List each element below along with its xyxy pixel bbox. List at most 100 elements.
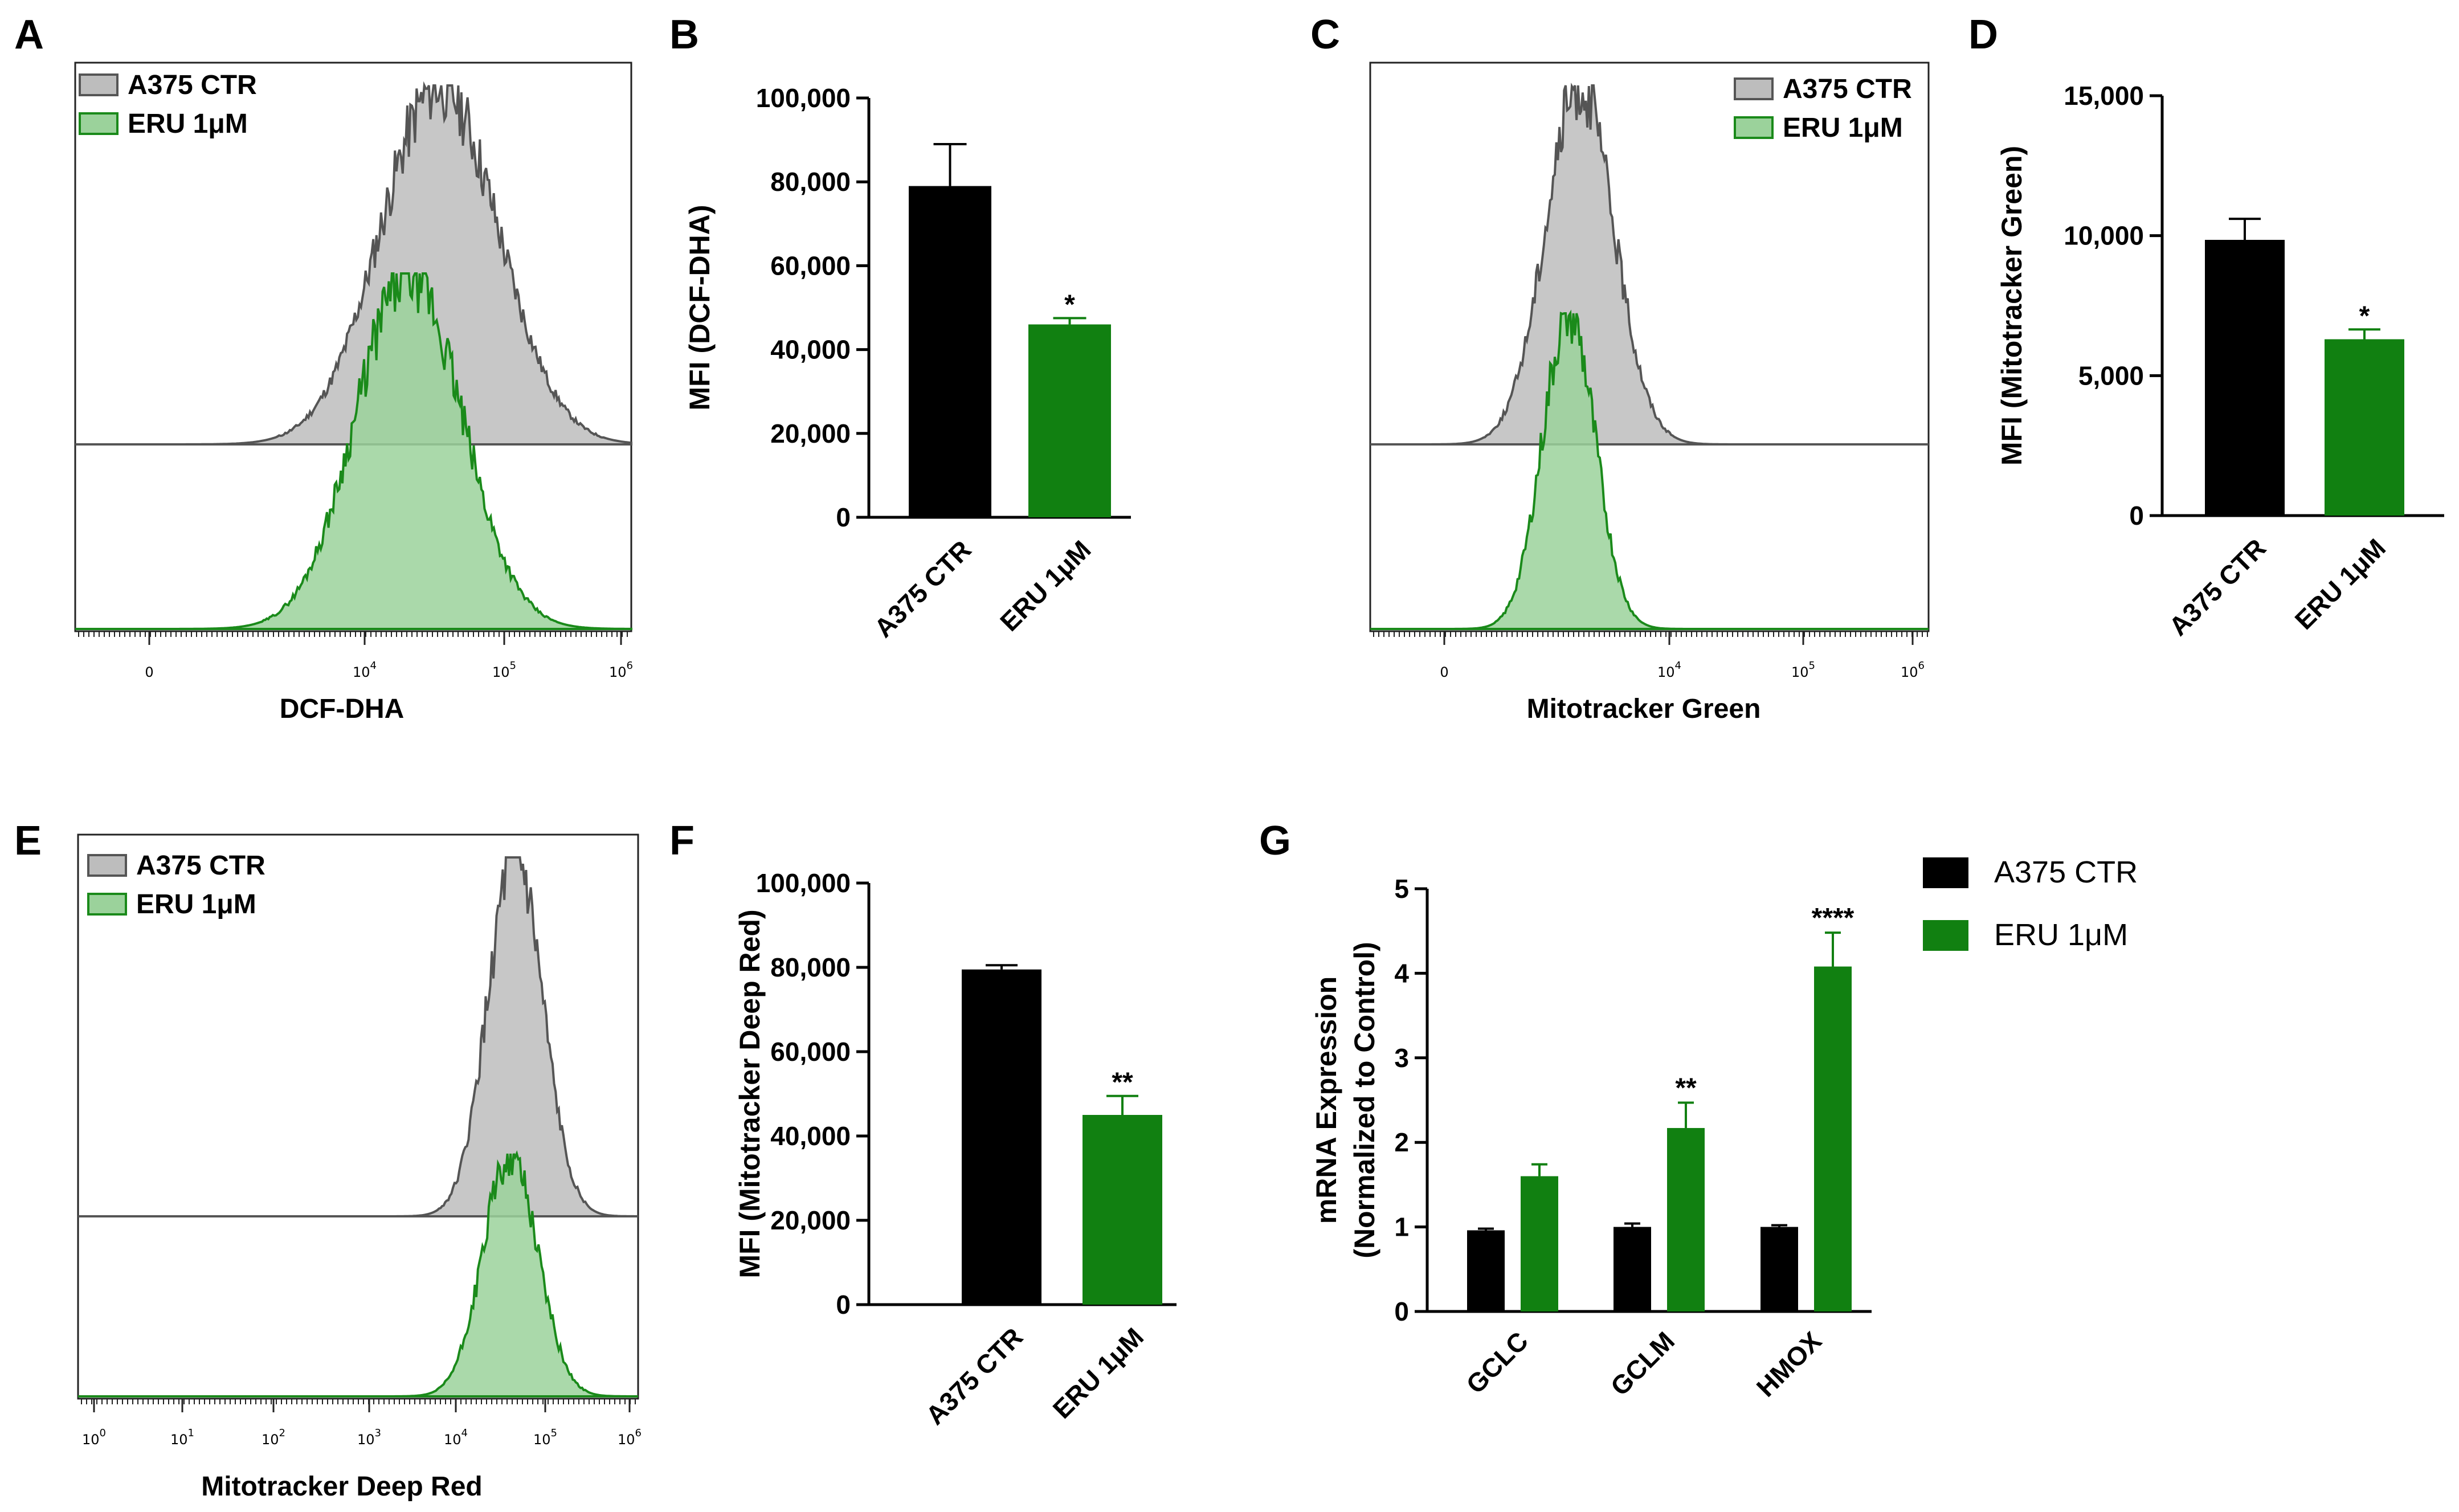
x-category-label: A375 CTR	[2163, 533, 2272, 641]
tick-exponent: 4	[461, 1427, 468, 1439]
significance-marker: **	[1675, 1073, 1697, 1103]
legend-label: ERU 1μM	[128, 109, 248, 139]
tick-exponent: 6	[627, 660, 633, 672]
y-tick-label: 100,000	[756, 83, 851, 113]
tick-exponent: 4	[1675, 660, 1681, 672]
legend-label: A375 CTR	[128, 70, 257, 100]
legend-label: A375 CTR	[1994, 855, 2138, 889]
legend: A375 CTR ERU 1μM	[79, 70, 257, 139]
legend-label: ERU 1μM	[136, 889, 256, 920]
tick-exponent: 5	[1809, 660, 1815, 672]
x-category-label: HMOX	[1751, 1326, 1828, 1403]
x-axis: 0 104 105 106	[1373, 631, 1928, 680]
x-tick-label: 0	[145, 664, 153, 680]
bar-chart-f: 0 20,000 40,000 60,000 80,000 100,000 A375 CTR…	[734, 868, 1177, 1431]
panel-label-a: A	[14, 12, 44, 58]
tick-base: 10	[609, 664, 627, 680]
legend-swatch	[1923, 920, 1968, 951]
x-category-label: ERU 1μM	[2289, 533, 2391, 635]
bar-a375-ctr	[2205, 240, 2285, 516]
y-tick-label: 10,000	[2064, 221, 2144, 251]
legend-label: ERU 1μM	[1783, 113, 1903, 143]
y-tick-label: 0	[2129, 501, 2144, 530]
x-tick-label: 102	[262, 1427, 285, 1448]
legend-swatch	[87, 893, 127, 916]
tick-base: 10	[170, 1432, 188, 1448]
y-tick-label: 2	[1394, 1127, 1409, 1157]
x-category-label: GCLM	[1605, 1326, 1681, 1401]
plot-frame	[74, 62, 632, 632]
y-tick-label: 20,000	[770, 419, 851, 448]
x-tick-label: 104	[444, 1427, 468, 1448]
tick-exponent: 1	[188, 1427, 194, 1439]
panel-b: B 0 20,000 40,000 60,000 80,000 100,000 A375 C…	[669, 12, 1131, 643]
x-category-label: ERU 1μM	[1047, 1322, 1149, 1424]
y-axis-title-line2: (Normalized to Control)	[1349, 942, 1380, 1258]
legend: A375 CTR ERU 1μM	[87, 851, 265, 920]
bar-chart-b: 0 20,000 40,000 60,000 80,000 100,000 A375 CTR…	[684, 83, 1131, 643]
x-axis-title-c: Mitotracker Green	[1527, 694, 1761, 724]
panel-label-f: F	[669, 818, 695, 864]
bar-a375-ctr	[962, 969, 1041, 1305]
bar-eru-1um	[1083, 1115, 1162, 1305]
y-tick-label: 4	[1394, 958, 1409, 988]
tick-base: 10	[357, 1432, 375, 1448]
x-axis: 0 104 105 106	[78, 631, 633, 680]
y-tick-label: 40,000	[770, 1121, 851, 1151]
x-category-label: ERU 1μM	[994, 534, 1097, 637]
panel-d: D 0 5,000 10,000 15,000 A375 CTR * ERU 1μM MFI …	[1968, 12, 2444, 641]
legend: A375 CTR ERU 1μM	[1923, 855, 2138, 952]
histogram-eru	[78, 1150, 638, 1397]
tick-exponent: 5	[510, 660, 516, 672]
panel-f: F 0 20,000 40,000 60,000 80,000 100,000 A375 C…	[669, 818, 1177, 1431]
tick-base: 10	[1791, 664, 1809, 680]
bar-eru-1um	[1814, 966, 1852, 1311]
x-tick-label: 105	[492, 660, 516, 680]
y-axis-title: MFI (DCF-DHA)	[684, 205, 716, 410]
tick-base: 10	[262, 1432, 279, 1448]
bar-a375-ctr	[1467, 1230, 1505, 1311]
tick-exponent: 2	[279, 1427, 285, 1439]
tick-base: 10	[82, 1432, 100, 1448]
x-axis-title-e: Mitotracker Deep Red	[201, 1472, 482, 1502]
histogram-eru	[75, 272, 632, 630]
legend-swatch	[1923, 857, 1968, 888]
y-axis-title-line1: mRNA Expression	[1310, 976, 1342, 1224]
bar-a375-ctr	[1760, 1227, 1798, 1311]
tick-base: 10	[533, 1432, 551, 1448]
legend-swatch	[87, 854, 127, 877]
tick-exponent: 0	[100, 1427, 106, 1439]
tick-base: 10	[444, 1432, 461, 1448]
bar-a375-ctr	[1614, 1227, 1651, 1311]
x-tick-label: 104	[353, 660, 377, 680]
x-tick-label: 100	[82, 1427, 106, 1448]
y-tick-label: 0	[836, 502, 851, 532]
y-tick-label: 80,000	[770, 167, 851, 197]
y-tick-label: 1	[1394, 1212, 1409, 1242]
y-tick-label: 0	[1394, 1297, 1409, 1326]
tick-exponent: 6	[635, 1427, 642, 1439]
panel-g: G 0 1 2 3 4 5 GCLC ** GCLM **** HMOX mRNA Expressio…	[1259, 818, 2138, 1403]
legend-label: ERU 1μM	[1994, 918, 2128, 952]
x-category-label: A375 CTR	[868, 534, 977, 643]
histogram-eru	[1370, 309, 1929, 630]
x-tick-label: 105	[1791, 660, 1815, 680]
tick-base: 10	[618, 1432, 635, 1448]
y-tick-label: 20,000	[770, 1205, 851, 1235]
y-tick-label: 60,000	[770, 251, 851, 280]
x-tick-label: 105	[533, 1427, 557, 1448]
y-tick-label: 60,000	[770, 1037, 851, 1066]
significance-marker: *	[2359, 301, 2370, 331]
legend: A375 CTR ERU 1μM	[1734, 74, 1912, 143]
x-tick-label: 106	[618, 1427, 642, 1448]
legend-swatch	[79, 112, 119, 135]
plot-frame	[1369, 62, 1930, 632]
histogram-ctr	[75, 81, 632, 446]
y-tick-label: 0	[836, 1290, 851, 1319]
legend-swatch	[1734, 116, 1774, 139]
y-tick-label: 5,000	[2078, 361, 2144, 390]
x-category-label: A375 CTR	[920, 1322, 1028, 1430]
grouped-bar-chart-g: 0 1 2 3 4 5 GCLC ** GCLM **** HMOX mRNA Expression(…	[1310, 855, 2138, 1403]
